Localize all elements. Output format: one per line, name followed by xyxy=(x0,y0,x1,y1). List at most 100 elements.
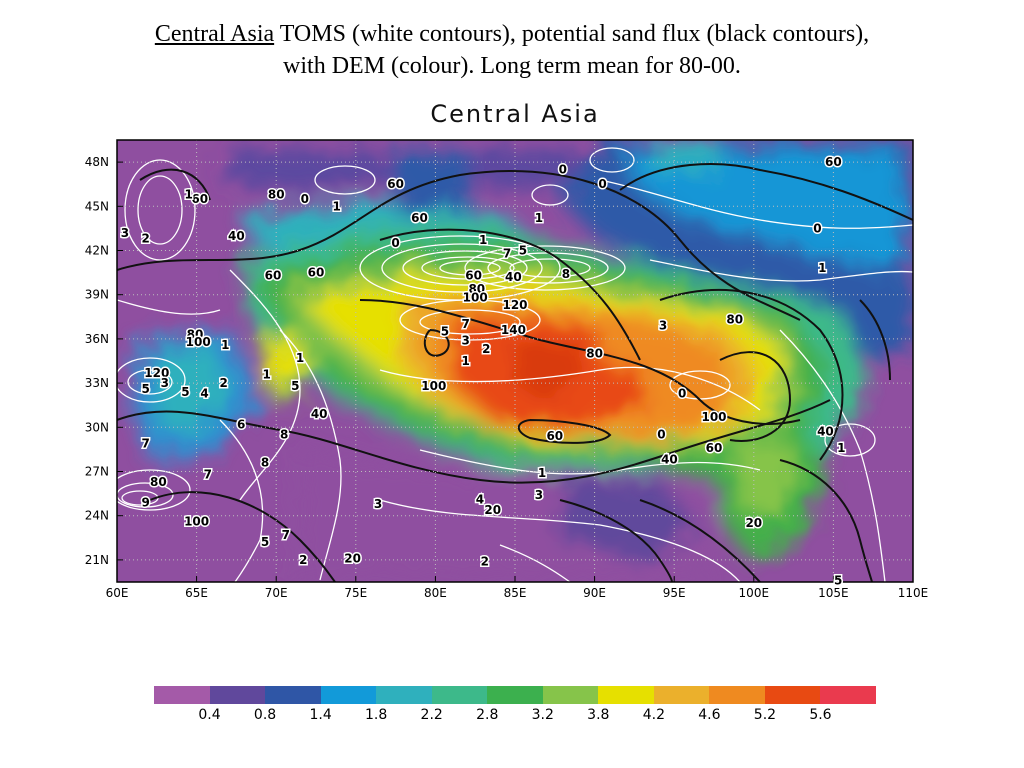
contour-label: 3 xyxy=(374,497,382,511)
lat-tick-label: 48N xyxy=(85,155,109,169)
contour-label: 2 xyxy=(299,553,307,567)
contour-label: 60 xyxy=(706,441,723,455)
contour-label: 6 xyxy=(237,417,245,431)
colour-legend-label: 5.6 xyxy=(809,707,832,723)
contour-label: 60 xyxy=(308,266,325,280)
colour-legend-swatch xyxy=(154,686,210,704)
slide-title: Central Asia TOMS (white contours), pote… xyxy=(40,18,984,82)
contour-label: 1 xyxy=(538,466,546,480)
contour-label: 5 xyxy=(141,382,149,396)
contour-label: 3 xyxy=(121,226,129,240)
lon-tick-label: 60E xyxy=(106,586,129,600)
contour-label: 4 xyxy=(200,386,208,400)
contour-label: 60 xyxy=(265,269,282,283)
lon-tick-label: 110E xyxy=(898,586,929,600)
contour-label: 80 xyxy=(726,313,743,327)
grid-lines xyxy=(117,140,913,582)
contour-label: 0 xyxy=(559,162,567,176)
lon-tick-label: 85E xyxy=(504,586,527,600)
lat-tick-label: 24N xyxy=(85,509,109,523)
lat-tick-label: 36N xyxy=(85,332,109,346)
contour-label: 7 xyxy=(204,467,212,481)
contour-label: 2 xyxy=(481,554,489,568)
colour-legend-swatch xyxy=(320,686,377,704)
contour-label: 40 xyxy=(661,453,678,467)
contour-label: 1 xyxy=(333,199,341,213)
lon-tick-label: 65E xyxy=(185,586,208,600)
contour-label: 120 xyxy=(502,298,527,312)
contour-label: 0 xyxy=(598,177,606,191)
toms-white-contours xyxy=(117,147,913,582)
contour-label: 5 xyxy=(181,385,189,399)
contour-label: 3 xyxy=(535,488,543,502)
colour-legend-label: 0.8 xyxy=(253,707,277,723)
lat-tick-label: 27N xyxy=(85,465,109,479)
contour-label: 100 xyxy=(186,335,211,349)
contour-label: 7 xyxy=(141,437,149,451)
lat-tick-label: 30N xyxy=(85,420,109,434)
contour-label: 140 xyxy=(501,323,526,337)
contour-label: 1 xyxy=(221,338,229,352)
contour-label: 2 xyxy=(482,342,490,356)
contour-label: 100 xyxy=(184,515,209,529)
contour-label: 80 xyxy=(187,327,204,341)
lon-tick-label: 75E xyxy=(344,586,367,600)
colour-legend-label: 2.2 xyxy=(420,707,443,723)
contour-label: 9 xyxy=(141,495,149,509)
contour-label: 40 xyxy=(505,270,522,284)
contour-label: 1 xyxy=(262,367,270,381)
colour-legend-label: 0.4 xyxy=(198,707,221,723)
contour-label: 0 xyxy=(657,428,665,442)
axis-ticks: 60E 65E 70E 75E 80E 85E 90E 95E 100E 105E 110E 48N 4… xyxy=(85,155,929,600)
contour-label: 5 xyxy=(261,535,269,549)
contour-label: 20 xyxy=(745,516,762,530)
colour-legend-label: 1.8 xyxy=(365,707,388,723)
lon-tick-label: 90E xyxy=(583,586,606,600)
map-title: Central Asia xyxy=(430,100,600,128)
contour-label: 8 xyxy=(562,267,570,281)
contour-label: 1 xyxy=(818,261,826,275)
colour-legend-swatch xyxy=(820,686,876,704)
lon-tick-label: 100E xyxy=(739,586,770,600)
contour-label: 60 xyxy=(825,155,842,169)
contour-label: 80 xyxy=(150,475,167,489)
lat-tick-label: 21N xyxy=(85,553,109,567)
contour-label: 80 xyxy=(586,347,603,361)
contour-label: 20 xyxy=(484,503,501,517)
contour-label: 5 xyxy=(291,379,299,393)
contour-label: 1 xyxy=(837,441,845,455)
colour-legend-swatch xyxy=(709,686,765,704)
contour-label: 3 xyxy=(461,333,469,347)
colour-legend-label: 1.4 xyxy=(309,707,332,723)
contour-label: 5 xyxy=(519,244,527,258)
contour-label: 0 xyxy=(678,386,686,400)
title-description: TOMS (white contours), potential sand fl… xyxy=(274,21,870,47)
contour-label: 7 xyxy=(503,246,511,260)
lat-tick-label: 39N xyxy=(85,288,109,302)
contour-label: 7 xyxy=(461,317,469,331)
lat-tick-label: 42N xyxy=(85,244,109,258)
lon-tick-label: 70E xyxy=(265,586,288,600)
colour-legend-label: 4.6 xyxy=(698,707,721,723)
colour-legend-swatch xyxy=(431,686,488,704)
contour-label: 60 xyxy=(465,269,482,283)
contour-label: 0 xyxy=(813,221,821,235)
colour-legend-swatch xyxy=(209,686,266,704)
contour-label: 0 xyxy=(391,236,399,250)
contour-label: 120 xyxy=(144,366,169,380)
colour-legend-swatch xyxy=(598,686,654,704)
contour-label: 60 xyxy=(411,211,428,225)
sand-flux-black-contours xyxy=(117,163,913,582)
colour-legend-label: 3.8 xyxy=(587,707,610,723)
contour-label: 80 xyxy=(468,282,485,296)
contour-label: 7 xyxy=(282,528,290,542)
colour-legend-labels: 0.4 0.8 1.4 1.8 2.2 2.8 3.2 3.8 4.2 4.6 5.2 5.6 xyxy=(154,707,876,725)
contour-label: 5 xyxy=(441,325,449,339)
contour-label: 1 xyxy=(479,233,487,247)
contour-label: 5 xyxy=(834,574,842,588)
colour-legend-swatch xyxy=(265,686,321,704)
colour-legend-swatch xyxy=(542,686,599,704)
contour-label: 1 xyxy=(296,351,304,365)
